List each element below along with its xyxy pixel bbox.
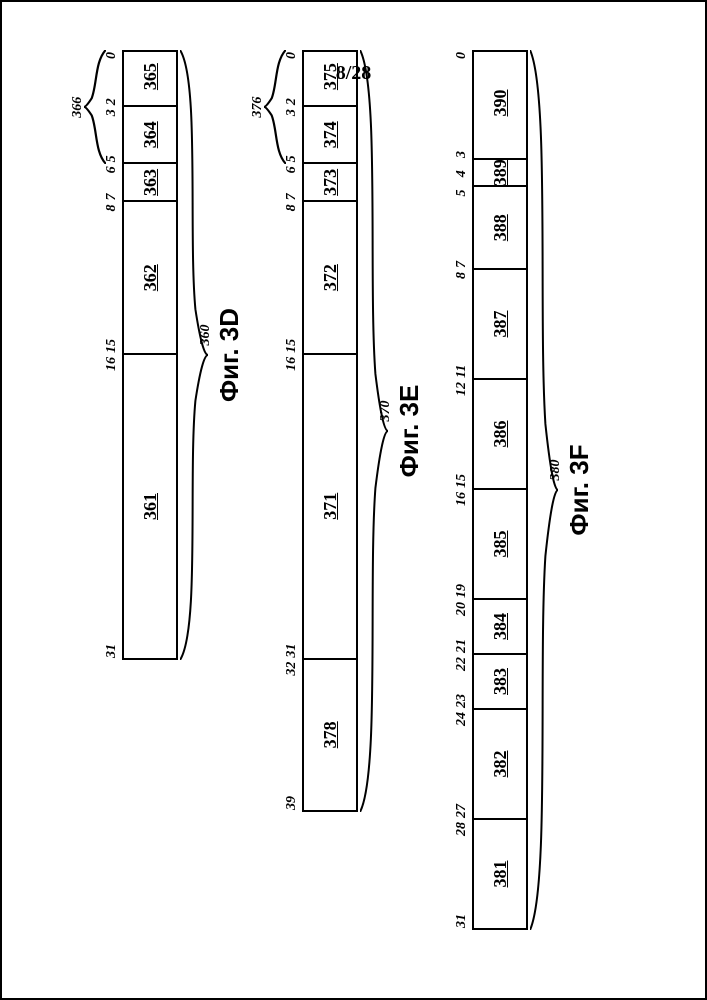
bit-index: 0 <box>454 52 470 59</box>
small-brace <box>264 50 286 164</box>
bitfield-cell: 371 <box>304 353 356 658</box>
bit-index: 32 <box>284 662 300 676</box>
figure-brace <box>528 50 558 930</box>
bit-index: 27 <box>454 804 470 818</box>
bit-index: 7 <box>284 193 300 200</box>
bit-index: 6 <box>104 166 120 173</box>
bit-index: 23 <box>454 694 470 708</box>
rotated-figure-group: 366 3116158765320361362363364365 360Фиг.… <box>74 50 634 950</box>
bit-index: 21 <box>454 639 470 653</box>
bit-index: 2 <box>284 98 300 105</box>
bitfield-cell: 365 <box>124 48 176 105</box>
bit-index: 8 <box>454 272 470 279</box>
bit-index: 0 <box>104 52 120 59</box>
bit-index: 15 <box>454 474 470 488</box>
bit-index: 5 <box>104 155 120 162</box>
figure-ref: 380 <box>548 460 564 481</box>
bit-index: 39 <box>284 796 300 810</box>
figure-caption: Фиг. 3F <box>564 50 595 930</box>
bit-index: 11 <box>454 365 470 378</box>
bit-index: 7 <box>104 194 120 201</box>
bitfield-cell: 372 <box>304 200 356 352</box>
bitfield-bar: 378371372373374375 <box>302 50 358 812</box>
bit-index: 5 <box>284 155 300 162</box>
figure-caption: Фиг. 3D <box>214 50 245 660</box>
bitfield-cell: 387 <box>474 268 526 378</box>
figure-caption: Фиг. 3E <box>394 50 425 812</box>
bitfield-cell: 383 <box>474 653 526 708</box>
bitfield-cell: 384 <box>474 598 526 653</box>
bitfield-cell: 362 <box>124 201 176 354</box>
bitfield-bar: 361362363364365 <box>122 50 178 660</box>
bitfield-cell: 389 <box>474 158 526 186</box>
bit-index: 4 <box>454 170 470 177</box>
bit-index: 31 <box>454 914 470 928</box>
bit-index: 3 <box>104 109 120 116</box>
bitfield-cell: 373 <box>304 162 356 200</box>
bit-index: 3 <box>454 151 470 158</box>
figure-brace <box>358 50 388 812</box>
bit-index: 12 <box>454 382 470 396</box>
bitfield-cell: 386 <box>474 378 526 488</box>
bit-index: 31 <box>104 644 120 658</box>
bit-index: 3 <box>284 109 300 116</box>
bitfield-bar: 381382383384385386387388389390 <box>472 50 528 930</box>
bitfield-cell: 374 <box>304 105 356 162</box>
bitfield-cell: 390 <box>474 48 526 158</box>
bitfield-cell: 381 <box>474 818 526 928</box>
figure-brace <box>178 50 208 660</box>
bit-index: 0 <box>284 52 300 59</box>
bit-index: 31 <box>284 644 300 658</box>
bitfield-cell: 388 <box>474 186 526 269</box>
bitfield-cell: 382 <box>474 708 526 818</box>
bit-index: 20 <box>454 602 470 616</box>
bit-index: 8 <box>284 204 300 211</box>
page-frame: 8/28 366 3116158765320361362363364365 36… <box>0 0 707 1000</box>
bit-index: 24 <box>454 712 470 726</box>
bitfield-cell: 363 <box>124 162 176 200</box>
bit-index-row: 31 16 15 8 7 6 5 3 2 0 <box>104 50 120 950</box>
bit-index: 2 <box>104 98 120 105</box>
bitfield-cell: 364 <box>124 105 176 162</box>
bit-index: 8 <box>104 205 120 212</box>
bit-index: 16 <box>104 357 120 371</box>
bit-index: 28 <box>454 822 470 836</box>
bit-index: 6 <box>284 166 300 173</box>
bit-index: 16 <box>284 357 300 371</box>
bit-index: 7 <box>454 261 470 268</box>
bit-index: 19 <box>454 584 470 598</box>
bitfield-cell: 385 <box>474 488 526 598</box>
bit-index: 22 <box>454 657 470 671</box>
bit-index-row: 39323116158765320 <box>284 50 300 950</box>
bitfield-cell: 375 <box>304 48 356 105</box>
figure-ref: 370 <box>378 401 394 422</box>
bit-index-row: 31 28 27 24 23 22 21 20 19 16 15 12 11 8 7 5 4 3 0 <box>454 50 470 950</box>
bitfield-cell: 378 <box>304 658 356 810</box>
bitfield-cell: 361 <box>124 353 176 658</box>
small-brace <box>84 50 106 164</box>
bit-index: 15 <box>104 339 120 353</box>
bit-index: 5 <box>454 190 470 197</box>
bit-index: 15 <box>284 339 300 353</box>
figure-ref: 360 <box>198 325 214 346</box>
bit-index: 16 <box>454 492 470 506</box>
